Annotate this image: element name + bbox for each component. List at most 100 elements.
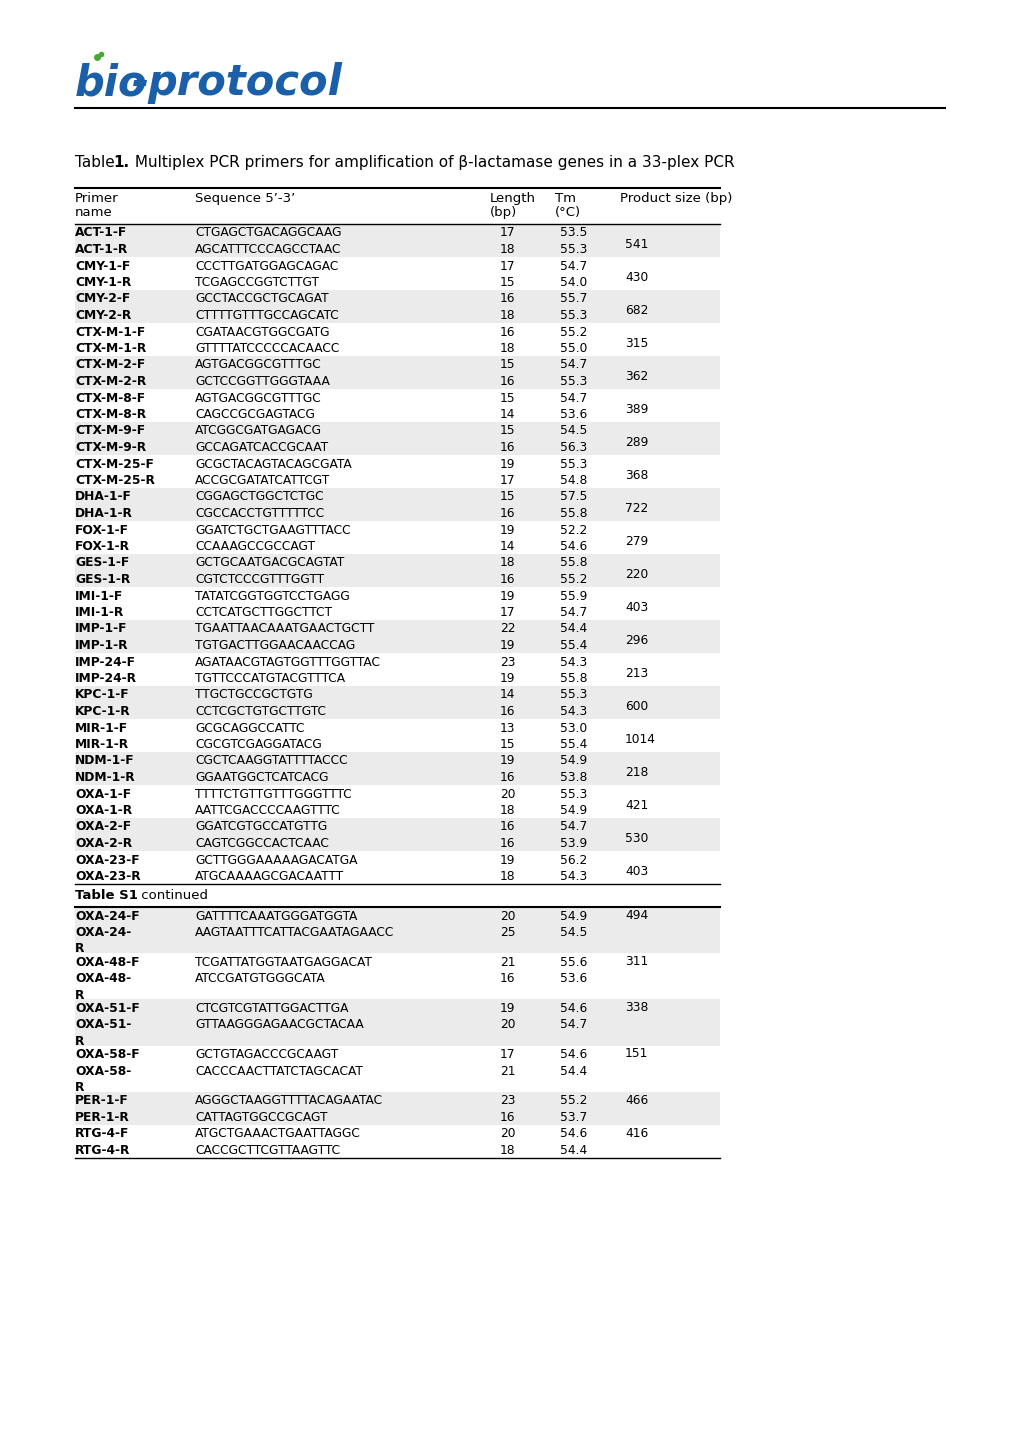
Bar	[75, 488, 719, 505]
Text: 17: 17	[499, 1048, 515, 1061]
Bar	[75, 290, 719, 306]
Text: 21: 21	[499, 955, 515, 968]
Text: 55.6: 55.6	[559, 955, 587, 968]
Bar	[75, 670, 719, 685]
Text: CCAAAGCCGCCAGT: CCAAAGCCGCCAGT	[195, 540, 315, 553]
Text: CCTCATGCTTGGCTTCT: CCTCATGCTTGGCTTCT	[195, 606, 331, 619]
Text: CGCGTCGAGGATACG: CGCGTCGAGGATACG	[195, 737, 321, 750]
Text: 16: 16	[499, 771, 515, 784]
Text: 20: 20	[499, 788, 515, 801]
Text: 14: 14	[499, 408, 515, 421]
Text: 18: 18	[499, 309, 516, 322]
Text: IMI-1-R: IMI-1-R	[75, 606, 124, 619]
Text: 19: 19	[499, 755, 515, 768]
Bar	[75, 1000, 719, 1016]
Text: 54.3: 54.3	[559, 655, 587, 668]
Text: 57.5: 57.5	[559, 491, 587, 504]
Text: bio: bio	[75, 62, 148, 104]
Text: 19: 19	[499, 524, 515, 537]
Text: GGATCTGCTGAAGTTTACC: GGATCTGCTGAAGTTTACC	[195, 524, 351, 537]
Text: 54.8: 54.8	[559, 473, 587, 486]
Bar	[75, 472, 719, 488]
Text: GCTTGGGAAAAAGACATGA: GCTTGGGAAAAAGACATGA	[195, 853, 357, 866]
Text: 55.3: 55.3	[559, 688, 587, 701]
Text: 55.8: 55.8	[559, 557, 587, 570]
Text: CGATAACGTGGCGATG: CGATAACGTGGCGATG	[195, 326, 329, 339]
Bar	[75, 439, 719, 455]
Text: 54.7: 54.7	[559, 358, 587, 371]
Text: 15: 15	[499, 491, 516, 504]
Text: R: R	[75, 988, 85, 1001]
Bar	[75, 970, 719, 1000]
Bar	[75, 505, 719, 521]
Text: CGTCTCCCGTTTGGTT: CGTCTCCCGTTTGGTT	[195, 573, 324, 586]
Text: PER-1-F: PER-1-F	[75, 1094, 128, 1107]
Text: 53.7: 53.7	[559, 1111, 587, 1124]
Text: IMP-24-F: IMP-24-F	[75, 655, 136, 668]
Text: OXA-48-F: OXA-48-F	[75, 955, 140, 968]
Text: 14: 14	[499, 688, 515, 701]
Text: 16: 16	[499, 821, 515, 834]
Bar	[75, 339, 719, 356]
Text: CAGCCGCGAGTACG: CAGCCGCGAGTACG	[195, 408, 315, 421]
Bar	[75, 224, 719, 241]
Text: CMY-2-F: CMY-2-F	[75, 293, 130, 306]
Text: 55.3: 55.3	[559, 309, 587, 322]
Text: 54.5: 54.5	[559, 424, 587, 437]
Bar	[75, 1092, 719, 1108]
Text: 466: 466	[625, 1094, 648, 1107]
Text: 14: 14	[499, 540, 515, 553]
Text: 722: 722	[625, 502, 648, 515]
Text: 56.2: 56.2	[559, 853, 587, 866]
Text: 54.9: 54.9	[559, 755, 587, 768]
Bar	[75, 356, 719, 372]
Text: 18: 18	[499, 870, 516, 883]
Text: 54.7: 54.7	[559, 391, 587, 404]
Text: GGATCGTGCCATGTTG: GGATCGTGCCATGTTG	[195, 821, 327, 834]
Text: CTX-M-25-R: CTX-M-25-R	[75, 473, 155, 486]
Text: IMP-1-R: IMP-1-R	[75, 639, 128, 652]
Text: OXA-58-: OXA-58-	[75, 1065, 131, 1078]
Text: 430: 430	[625, 271, 648, 284]
Text: 55.3: 55.3	[559, 788, 587, 801]
Text: Table S1: Table S1	[75, 889, 138, 902]
Bar	[75, 421, 719, 439]
Text: 530: 530	[625, 833, 648, 846]
Text: FOX-1-F: FOX-1-F	[75, 524, 128, 537]
Text: CMY-1-R: CMY-1-R	[75, 276, 131, 289]
Text: 19: 19	[499, 639, 515, 652]
Text: 13: 13	[499, 722, 515, 734]
Text: 541: 541	[625, 238, 648, 251]
Text: AGCATTTCCCAGCCTAAC: AGCATTTCCCAGCCTAAC	[195, 242, 341, 255]
Text: 17: 17	[499, 606, 515, 619]
Text: 338: 338	[625, 1001, 648, 1014]
Text: OXA-51-F: OXA-51-F	[75, 1001, 140, 1014]
Bar	[75, 719, 719, 736]
Text: CTX-M-2-F: CTX-M-2-F	[75, 358, 145, 371]
Text: 17: 17	[499, 260, 515, 273]
Text: 25: 25	[499, 926, 516, 939]
Text: 53.6: 53.6	[559, 973, 587, 986]
Text: CTTTTGTTTGCCAGCATC: CTTTTGTTTGCCAGCATC	[195, 309, 338, 322]
Bar	[75, 908, 719, 924]
Text: CGCCACCTGTTTTTCC: CGCCACCTGTTTTTCC	[195, 506, 324, 519]
Text: TCGATTATGGTAATGAGGACAT: TCGATTATGGTAATGAGGACAT	[195, 955, 372, 968]
Text: 362: 362	[625, 369, 648, 382]
Text: Tm: Tm	[554, 192, 576, 205]
Text: 16: 16	[499, 326, 515, 339]
Text: 55.2: 55.2	[559, 326, 587, 339]
Text: 55.4: 55.4	[559, 737, 587, 750]
Bar	[75, 769, 719, 785]
Bar	[75, 703, 719, 719]
Text: (bp): (bp)	[489, 206, 517, 219]
Text: 18: 18	[499, 1144, 516, 1157]
Text: Length: Length	[489, 192, 535, 205]
Text: 55.4: 55.4	[559, 639, 587, 652]
Text: 600: 600	[625, 700, 648, 713]
Text: 311: 311	[625, 955, 648, 968]
Text: 368: 368	[625, 469, 648, 482]
Bar	[75, 587, 719, 603]
Text: OXA-24-: OXA-24-	[75, 926, 131, 939]
Text: GTTAAGGGAGAACGCTACAA: GTTAAGGGAGAACGCTACAA	[195, 1019, 364, 1032]
Text: GGAATGGCTCATCACG: GGAATGGCTCATCACG	[195, 771, 328, 784]
